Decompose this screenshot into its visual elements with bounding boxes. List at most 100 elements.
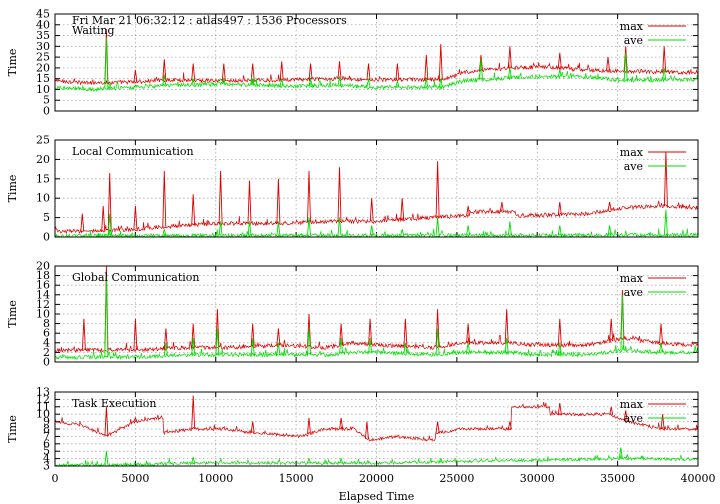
series-max-spike [101,205,106,231]
series-max-spike [609,406,614,415]
legend-label-max: max [620,272,644,285]
y-axis-label: Time [6,49,19,77]
y-tick-label: 20 [36,260,50,273]
series-max-spike [107,172,112,231]
series-max-spike [364,421,369,439]
series-max-spike [250,63,255,81]
y-tick-label: 16 [36,279,50,292]
series-max-spike [368,318,373,345]
series-max-spike [557,52,562,69]
series-ave-spike [104,451,109,465]
series-ave-spike [369,225,374,236]
series-ave-spike [215,328,220,355]
y-tick-label: 14 [36,288,50,301]
y-tick-label: 5 [43,445,50,458]
series-ave-spike [250,78,255,86]
y-tick-label: 25 [36,134,50,147]
series-max-spike [133,318,138,351]
series-max-spike [191,194,196,225]
series-ave-spike [435,217,440,236]
y-tick-label: 45 [36,8,50,21]
series-max-spike [191,63,196,81]
series-max-spike [218,170,223,224]
series-ave-line [55,70,698,93]
series-ave-spike [104,275,109,358]
series-ave-spike [162,74,167,86]
y-tick-label: 15 [36,172,50,185]
series-max-spike [435,161,440,218]
y-tick-label: 10 [36,83,50,96]
series-max-spike [307,417,311,434]
series-ave-spike [618,447,623,459]
panel-title: Waiting [72,24,115,37]
series-ave-spike [466,225,471,236]
series-ave-spike [276,342,281,355]
series-max-spike [499,202,504,212]
series-ave-spike [435,328,440,355]
series-max-spike [606,57,610,71]
y-tick-label: 5 [43,211,50,224]
series-ave-spike [479,59,483,80]
series-max-spike [400,198,405,220]
series-max-spike [466,205,471,216]
series-ave-spike [279,78,284,86]
series-max-spike [339,417,344,430]
y-tick-label: 13 [36,386,50,399]
series-max-spike [250,421,255,433]
series-ave-spike [620,294,625,351]
series-max-spike [163,328,168,349]
legend-label-max: max [620,398,644,411]
series-max-spike [557,318,562,346]
series-max-line [55,62,698,86]
series-max-spike [307,313,311,347]
y-tick-label: 35 [36,29,50,42]
y-tick-label: 15 [36,72,50,85]
series-ave-spike [221,77,226,85]
series-max-spike [466,323,471,343]
x-tick-label: 15000 [279,472,314,485]
y-tick-label: 10 [36,192,50,205]
series-max-spike [191,395,196,430]
y-tick-label: 9 [43,415,50,428]
series-max-line [55,200,698,235]
series-ave-spike [438,457,443,463]
series-ave-spike [250,337,255,355]
plot-frame [54,391,699,467]
x-tick-label: 30000 [520,472,555,485]
series-ave-spike [191,456,196,464]
series-max-spike [623,46,628,72]
series-max-spike [662,46,667,73]
series-ave-spike [191,337,196,355]
series-max-spike [557,202,562,215]
series-ave-spike [424,78,429,88]
series-ave-spike [557,342,562,355]
y-tick-label: 0 [43,105,50,118]
series-ave-line [55,344,698,361]
series-ave-spike [368,337,373,353]
series-ave-spike [339,337,344,354]
legend-label-ave: ave [624,160,643,173]
x-tick-label: 5000 [121,472,149,485]
series-ave-spike [623,52,628,81]
y-tick-label: 6 [43,327,50,340]
series-ave-spike [307,457,311,464]
series-ave-spike [307,217,311,236]
panel-title: Global Communication [72,271,200,284]
series-max-spike [162,59,167,80]
series-max-spike [369,198,374,222]
series-ave-spike [659,342,663,353]
series-max-spike [279,61,284,81]
x-tick-label: 35000 [600,472,635,485]
legend-label-max: max [620,146,644,159]
series-max-spike [104,406,109,437]
series-ave-spike [400,229,405,236]
series-max-spike [276,328,281,346]
series-max-spike [337,167,342,222]
series-max-spike [366,63,371,80]
series-max-spike [162,170,167,227]
x-tick-label: 10000 [198,472,233,485]
series-max-spike [403,318,408,347]
